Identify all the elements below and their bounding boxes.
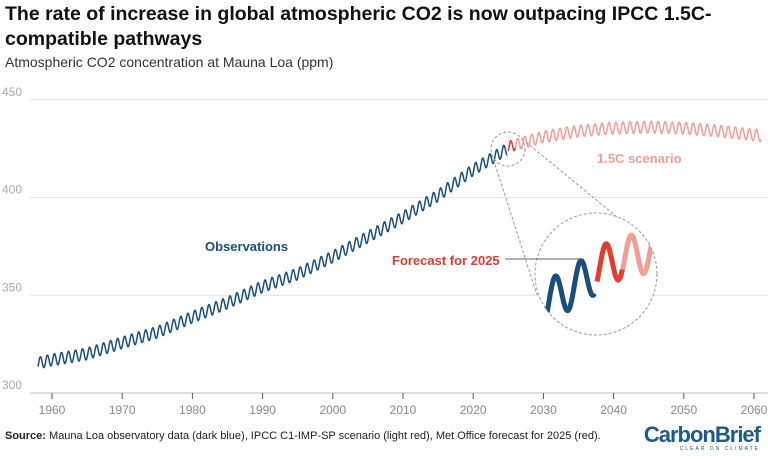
x-tick-label: 2040 <box>600 403 627 417</box>
y-tick-label: 300 <box>2 378 22 392</box>
x-tick-label: 2000 <box>319 403 346 417</box>
series-line-forecast-for-2025 <box>507 139 517 152</box>
x-tick-label: 2050 <box>670 403 697 417</box>
chart-subtitle: Atmospheric CO2 concentration at Mauna L… <box>5 54 334 70</box>
series-line-forecast-for-2025 <box>594 241 625 283</box>
x-tick-label: 2020 <box>460 403 487 417</box>
label-scenario: 1.5C scenario <box>597 151 682 166</box>
chart-title: The rate of increase in global atmospher… <box>5 3 712 50</box>
x-tick-label: 1980 <box>179 403 206 417</box>
x-tick-label: 2010 <box>390 403 417 417</box>
source-note: Source: Mauna Loa observatory data (dark… <box>5 430 601 442</box>
label-forecast: Forecast for 2025 <box>392 253 500 268</box>
source-label: Source: <box>5 430 46 442</box>
source-text: Mauna Loa observatory data (dark blue), … <box>45 430 601 442</box>
series-line-observations <box>37 144 508 369</box>
carbonbrief-logo: CarbonBrief CLEAR ON CLIMATE <box>643 422 761 453</box>
x-tick-label: 1970 <box>109 403 136 417</box>
x-tick-label: 2060 <box>741 403 768 417</box>
x-tick-label: 1990 <box>249 403 276 417</box>
zoom-source-circle <box>490 131 526 167</box>
y-tick-label: 350 <box>2 280 22 294</box>
y-tick-label: 450 <box>2 85 22 99</box>
series-line-1-5c-scenario <box>514 120 762 150</box>
x-tick-label: 1960 <box>39 403 66 417</box>
zoom-connector-line <box>491 154 538 296</box>
y-tick-label: 400 <box>2 183 22 197</box>
label-observations: Observations <box>205 239 288 254</box>
x-tick-label: 2030 <box>530 403 557 417</box>
